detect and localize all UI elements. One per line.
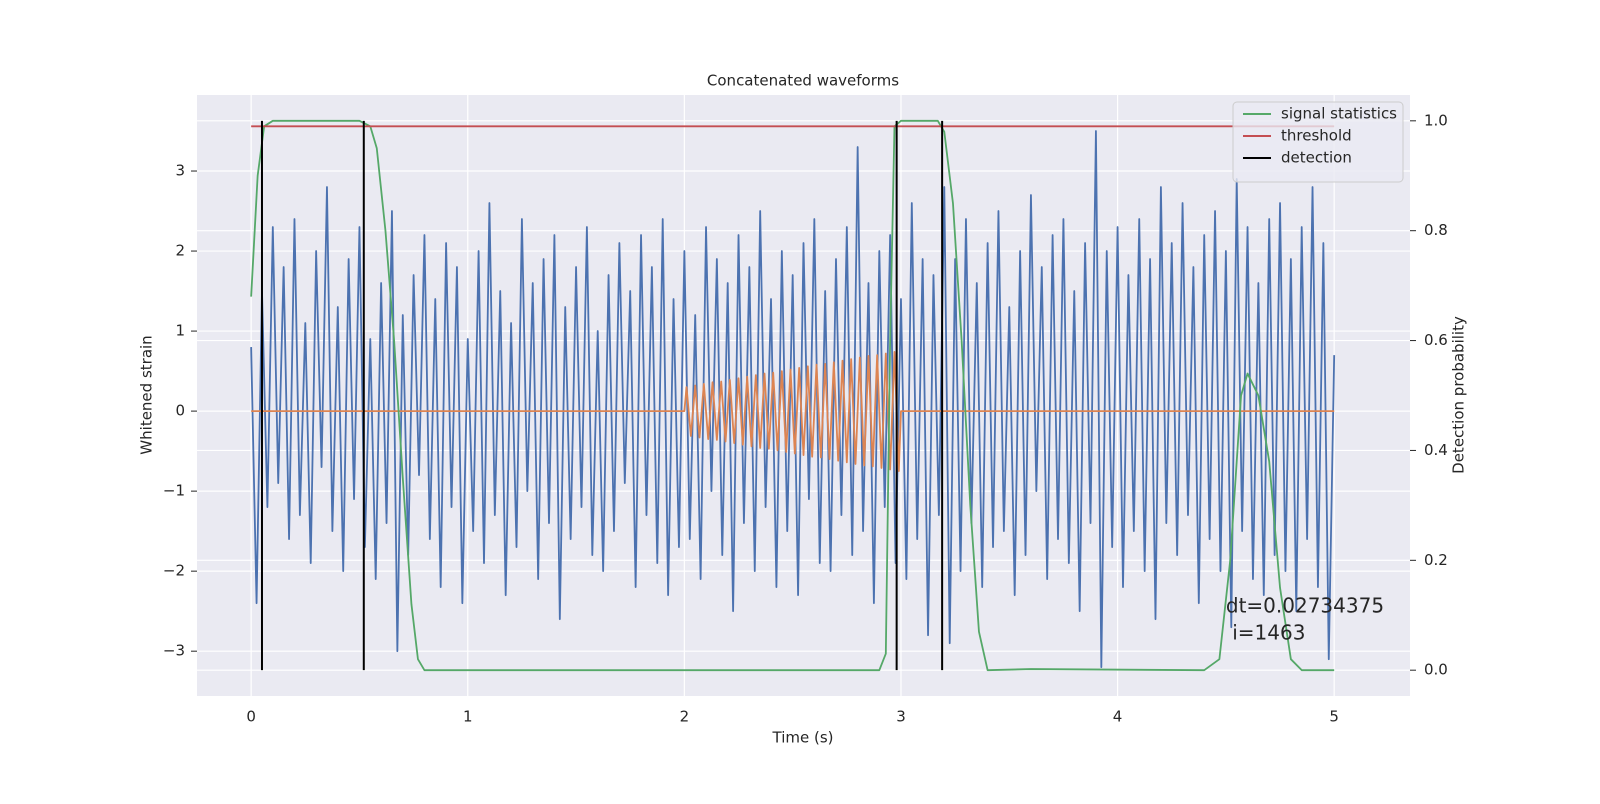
y2-tick-label: 0.4 xyxy=(1424,441,1448,459)
y2-tick-label: 0.0 xyxy=(1424,661,1448,679)
annotation: dt=0.02734375 xyxy=(1226,594,1384,618)
y-tick-label: 3 xyxy=(175,162,185,180)
y-tick-label: −1 xyxy=(163,482,185,500)
x-tick-label: 1 xyxy=(463,708,473,726)
y2-tick-label: 0.6 xyxy=(1424,331,1448,349)
marks xyxy=(250,119,1336,672)
annotation: i=1463 xyxy=(1226,621,1306,645)
x-tick-label: 3 xyxy=(896,708,906,726)
legend-label: threshold xyxy=(1281,127,1352,145)
legend-label: signal statistics xyxy=(1281,105,1397,123)
y2-tick-label: 0.8 xyxy=(1424,221,1448,239)
series-line xyxy=(250,119,1335,672)
legend-label: detection xyxy=(1281,149,1352,167)
x-tick-label: 4 xyxy=(1113,708,1123,726)
series-line xyxy=(250,130,1336,669)
x-axis-label: Time (s) xyxy=(772,729,834,747)
y2-tick-label: 0.2 xyxy=(1424,551,1448,569)
series-line xyxy=(251,350,1335,473)
x-tick-label: 2 xyxy=(680,708,690,726)
y-tick-label: 2 xyxy=(175,242,185,260)
chart-title: Concatenated waveforms xyxy=(707,72,899,90)
y2-tick-label: 1.0 xyxy=(1424,111,1448,129)
x-tick-label: 5 xyxy=(1329,708,1339,726)
y-tick-label: −3 xyxy=(163,642,185,660)
x-tick-label: 0 xyxy=(246,708,256,726)
y-axis-label: Whitened strain xyxy=(138,335,156,454)
y-tick-label: 0 xyxy=(175,402,185,420)
y-tick-label: 1 xyxy=(175,322,185,340)
y2-axis-label: Detection probability xyxy=(1450,316,1468,474)
legend-box xyxy=(1232,101,1404,183)
y-tick-label: −2 xyxy=(163,562,185,580)
